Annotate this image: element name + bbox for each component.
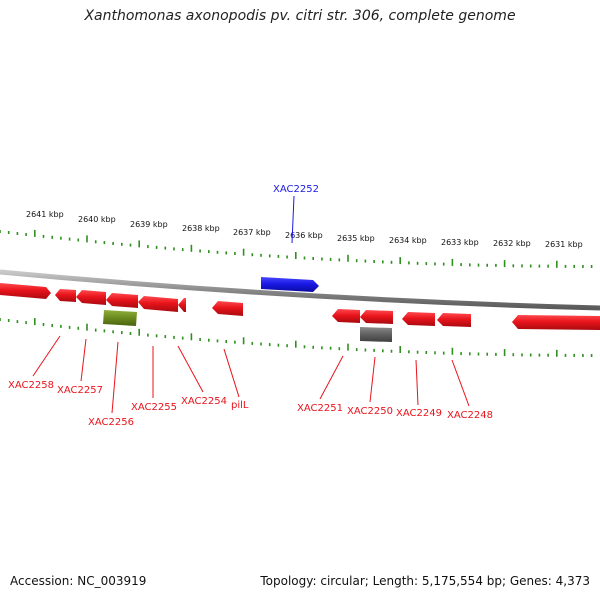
gene-label-xac2258: XAC2258 <box>8 380 54 391</box>
callout-line-xac2252 <box>291 195 295 244</box>
gene-label-xac2249: XAC2249 <box>396 408 442 419</box>
scale-label-2633: 2633 kbp <box>441 238 479 247</box>
callout-line-xac2258 <box>32 335 61 377</box>
callout-line-xac2248 <box>451 359 470 407</box>
gene-label-xac2256: XAC2256 <box>88 417 134 428</box>
callout-line-xac2254 <box>177 345 204 393</box>
gene-xac2256-red[interactable] <box>106 293 138 308</box>
callout-line-xac2251 <box>319 355 344 400</box>
callout-line-xac2250 <box>369 356 376 403</box>
callout-line-xac2256 <box>111 341 119 414</box>
scale-label-2640: 2640 kbp <box>78 215 116 224</box>
scale-label-2634: 2634 kbp <box>389 236 427 245</box>
gene-pill[interactable] <box>212 301 243 316</box>
callout-line-xac2249 <box>415 359 419 406</box>
accession-text: Accession: NC_003919 <box>10 574 147 588</box>
gene-label-xac2248: XAC2248 <box>447 410 493 421</box>
genome-backbone <box>0 269 600 311</box>
scale-label-2635: 2635 kbp <box>337 234 375 243</box>
scale-label-2638: 2638 kbp <box>182 224 220 233</box>
gene-xac2250-red[interactable] <box>360 310 393 324</box>
gene-features <box>0 277 600 342</box>
upper-tick-row <box>0 229 593 268</box>
gene-xac2249[interactable] <box>402 312 435 326</box>
scale-labels: 2641 kbp 2640 kbp 2639 kbp 2638 kbp 2637… <box>26 210 583 249</box>
callout-line-xac2257 <box>80 338 87 382</box>
gene-xac2257[interactable] <box>76 290 106 305</box>
gene-xac2254[interactable] <box>178 298 186 312</box>
gene-label-pill: pilL <box>231 400 249 411</box>
gene-unlabeled-1[interactable] <box>55 289 76 302</box>
gene-xac2256[interactable] <box>103 310 137 326</box>
scale-label-2631: 2631 kbp <box>545 240 583 249</box>
gene-xac2258[interactable] <box>0 283 51 299</box>
gene-label-xac2255: XAC2255 <box>131 402 177 413</box>
gene-xac2248[interactable] <box>437 313 471 327</box>
gene-label-xac2254: XAC2254 <box>181 396 227 407</box>
gene-label-xac2251: XAC2251 <box>297 403 343 414</box>
scale-label-2641: 2641 kbp <box>26 210 64 219</box>
map-title: Xanthomonas axonopodis pv. citri str. 30… <box>84 8 516 24</box>
gene-label-xac2250: XAC2250 <box>347 406 393 417</box>
gene-label-xac2252: XAC2252 <box>273 184 319 195</box>
scale-label-2636: 2636 kbp <box>285 231 323 240</box>
gene-labels: XAC2258 XAC2257 XAC2256 XAC2255 XAC2254 … <box>8 184 493 428</box>
callout-line-pill <box>223 348 240 398</box>
gene-xac2252[interactable] <box>261 277 319 292</box>
genome-summary-text: Topology: circular; Length: 5,175,554 bp… <box>260 574 590 588</box>
scale-label-2637: 2637 kbp <box>233 228 271 237</box>
gene-unlabeled-2[interactable] <box>512 315 600 330</box>
lower-tick-row <box>0 318 593 357</box>
gene-label-xac2257: XAC2257 <box>57 385 103 396</box>
scale-label-2632: 2632 kbp <box>493 239 531 248</box>
gene-xac2255[interactable] <box>138 296 178 312</box>
gene-xac2250[interactable] <box>360 327 392 342</box>
gene-xac2251[interactable] <box>332 309 360 323</box>
callout-lines <box>32 195 470 414</box>
scale-label-2639: 2639 kbp <box>130 220 168 229</box>
